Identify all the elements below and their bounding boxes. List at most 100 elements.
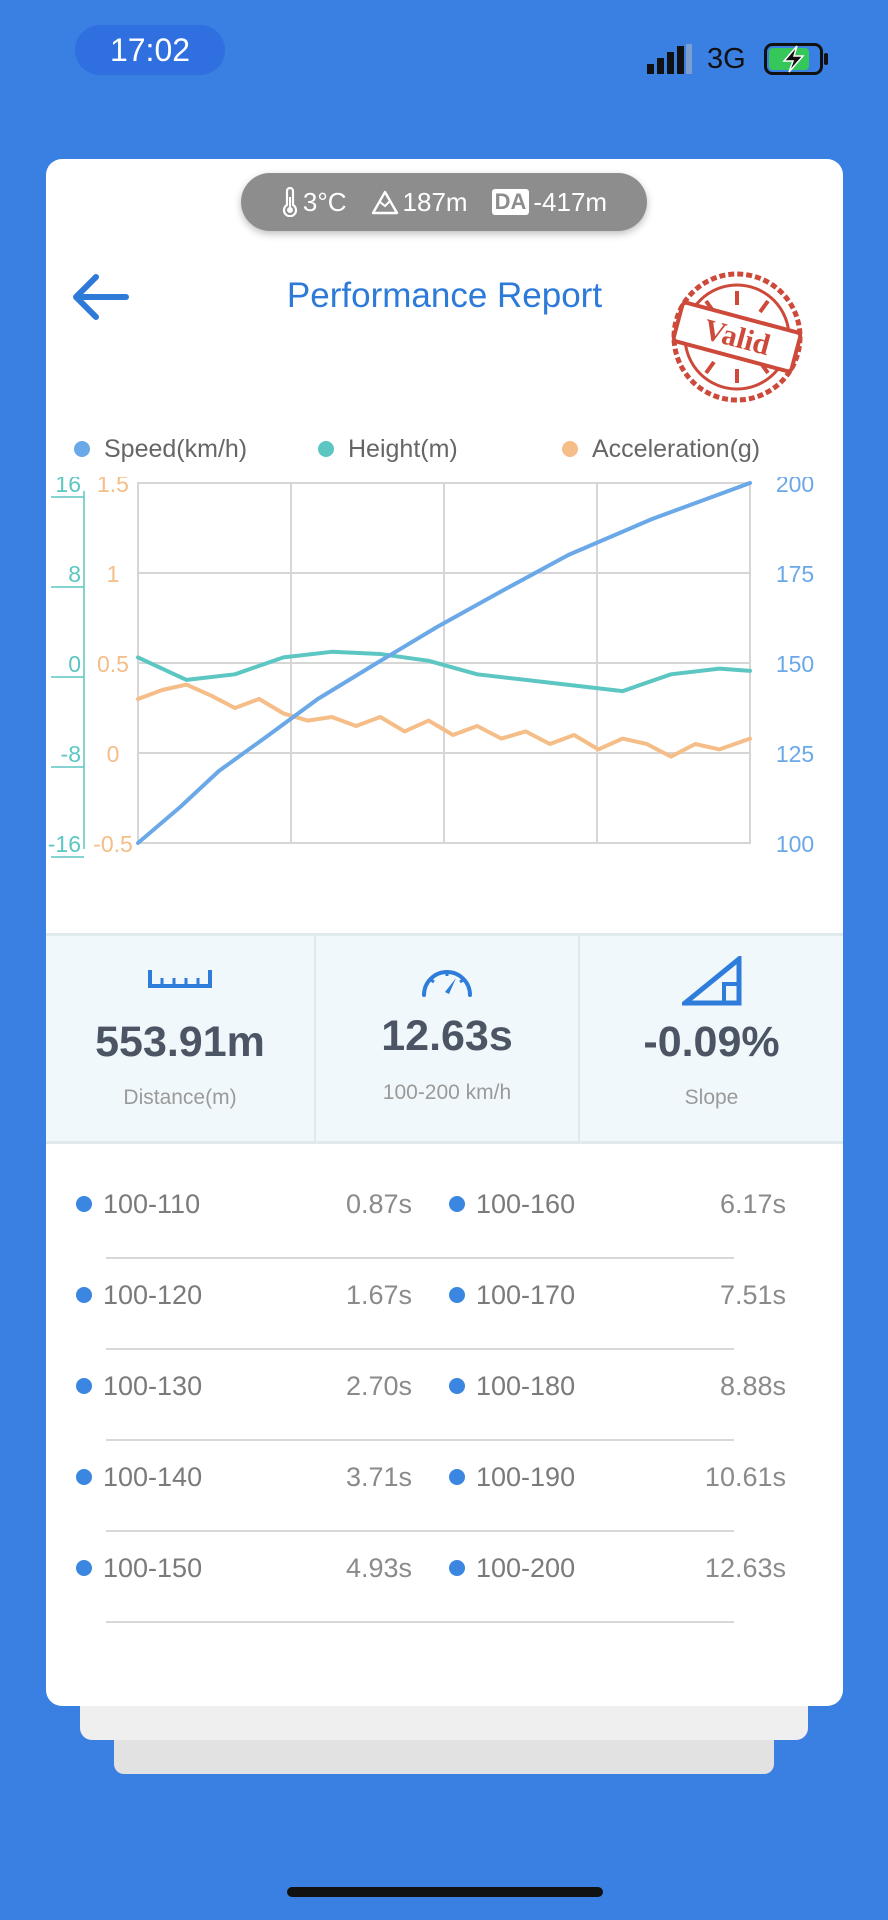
row-divider (106, 1621, 734, 1623)
stat-time: 12.63s 100-200 km/h (316, 936, 578, 1141)
speed-tick-label: 125 (776, 741, 814, 767)
split-time: 4.93s (345, 1553, 412, 1583)
acceleration-time-value: 12.63s (381, 1012, 513, 1060)
page-title: Performance Report (286, 276, 603, 315)
split-dot (76, 1287, 92, 1303)
performance-report-card: 3°C 187m DA -417m Performance Report Val… (46, 159, 843, 1706)
acceleration-tick-label: 1.5 (97, 477, 129, 497)
stat-divider (314, 936, 316, 1141)
split-dot (449, 1196, 465, 1212)
split-row: 100-140 3.71s 100-190 10.61s (46, 1440, 843, 1532)
acceleration-line (136, 682, 752, 759)
split-time: 12.63s (704, 1553, 786, 1583)
split-dot (449, 1287, 465, 1303)
altitude-value: 187m (402, 186, 468, 217)
performance-chart: 16 8 0 -8 -16 1.5 1 0.5 0 -0.5 200 175 150 125 100 (48, 477, 814, 858)
altitude-item: 187m (371, 187, 468, 218)
back-arrow-icon[interactable] (68, 269, 130, 325)
row-divider (106, 1439, 734, 1441)
split-dot (76, 1469, 92, 1485)
split-label: 100-130 (103, 1371, 203, 1401)
height-tick-label: -8 (61, 741, 81, 767)
split-label: 100-180 (476, 1371, 576, 1401)
density-altitude-item: DA -417m (491, 186, 608, 218)
split-dot (76, 1560, 92, 1576)
split-label: 100-150 (103, 1553, 203, 1583)
split-label: 100-200 (476, 1553, 576, 1583)
slope-value: -0.09% (643, 1018, 780, 1066)
acceleration-time-label: 100-200 km/h (382, 1081, 512, 1104)
stat-distance: 553.91m Distance(m) (46, 936, 314, 1141)
split-time: 10.61s (704, 1462, 786, 1492)
split-row: 100-130 2.70s 100-180 8.88s (46, 1349, 843, 1441)
slope-icon (681, 956, 741, 1006)
split-time: 3.71s (345, 1462, 412, 1492)
split-row: 100-110 0.87s 100-160 6.17s (46, 1167, 843, 1259)
ruler-icon (148, 970, 212, 988)
split-dot (76, 1378, 92, 1394)
split-dot (76, 1196, 92, 1212)
distance-value: 553.91m (95, 1018, 265, 1066)
split-dot (449, 1560, 465, 1576)
split-row: 100-150 4.93s 100-200 12.63s (46, 1531, 843, 1623)
environment-pill: 3°C 187m DA -417m (241, 173, 647, 231)
split-row: 100-120 1.67s 100-170 7.51s (46, 1258, 843, 1350)
legend-dot (562, 441, 578, 457)
stat-divider (578, 936, 580, 1141)
temperature-item: 3°C (281, 187, 347, 218)
height-tick-label: 8 (68, 561, 81, 587)
legend-dot (74, 441, 90, 457)
legend-acceleration: Acceleration(g) (562, 429, 760, 469)
slope-label: Slope (684, 1086, 739, 1109)
height-line (136, 649, 752, 694)
row-divider (106, 1257, 734, 1259)
acceleration-tick-label: 0.5 (97, 651, 129, 677)
acceleration-tick-label: 1 (107, 561, 120, 587)
split-time: 8.88s (719, 1371, 786, 1401)
battery-charging-icon (764, 43, 828, 75)
legend-height: Height(m) (318, 429, 458, 469)
split-dot (449, 1378, 465, 1394)
split-time: 0.87s (345, 1189, 412, 1219)
height-tick-label: -16 (48, 831, 81, 857)
mountain-icon (371, 190, 398, 215)
row-divider (106, 1530, 734, 1532)
speed-tick-label: 200 (776, 477, 814, 497)
speedometer-icon (422, 970, 472, 997)
stat-slope: -0.09% Slope (580, 936, 843, 1141)
speed-tick-label: 175 (776, 561, 814, 587)
split-label: 100-190 (476, 1462, 576, 1492)
split-label: 100-110 (103, 1189, 201, 1219)
speed-line (136, 481, 752, 845)
speed-tick-label: 100 (776, 831, 814, 857)
split-label: 100-140 (103, 1462, 203, 1492)
valid-stamp-icon: Valid (671, 271, 803, 403)
density-altitude-badge: DA (491, 189, 530, 215)
signal-icon (647, 44, 692, 74)
height-tick-label: 16 (55, 477, 81, 497)
legend-dot (318, 441, 334, 457)
density-altitude-value: -417m (533, 186, 608, 217)
split-dot (449, 1469, 465, 1485)
status-time: 17:02 (75, 25, 225, 75)
split-label: 100-170 (476, 1280, 576, 1310)
distance-label: Distance(m) (123, 1086, 237, 1109)
acceleration-tick-label: 0 (107, 741, 120, 767)
row-divider (106, 1348, 734, 1350)
split-label: 100-120 (103, 1280, 203, 1310)
network-type: 3G (707, 43, 746, 75)
split-time: 2.70s (345, 1371, 412, 1401)
height-tick-label: 0 (68, 651, 81, 677)
split-time: 7.51s (719, 1280, 786, 1310)
split-label: 100-160 (476, 1189, 576, 1219)
stats-band: 553.91m Distance(m) 12.63s 100-200 km/h … (46, 933, 843, 1144)
split-time: 6.17s (719, 1189, 786, 1219)
chart-legend: Speed(km/h) Height(m) Acceleration(g) (74, 429, 834, 469)
temperature-value: 3°C (302, 186, 347, 217)
acceleration-tick-label: -0.5 (93, 831, 133, 857)
legend-speed: Speed(km/h) (74, 429, 247, 469)
split-time: 1.67s (345, 1280, 412, 1310)
speed-tick-label: 150 (776, 651, 814, 677)
thermometer-icon (282, 187, 297, 217)
home-indicator[interactable] (287, 1887, 603, 1897)
